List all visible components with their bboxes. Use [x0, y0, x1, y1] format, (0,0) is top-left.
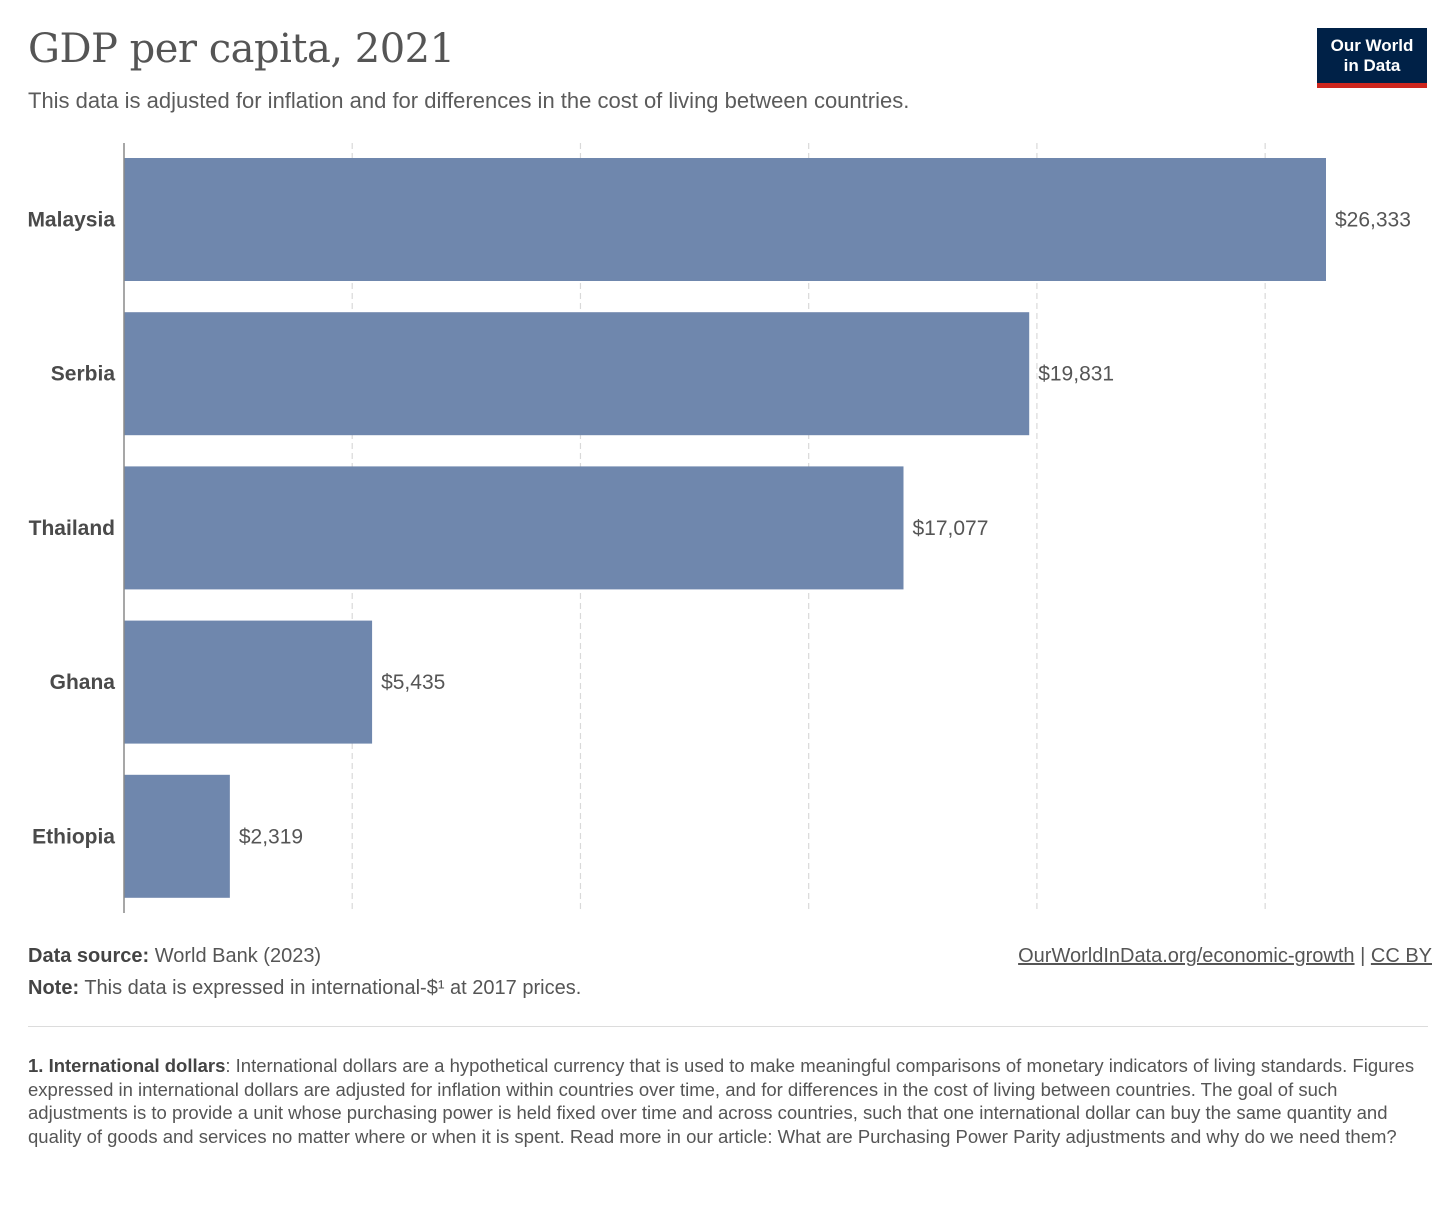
labels: Malaysia $26,333 Serbia $19,831 Thailand $17,… [27, 209, 1410, 849]
value-label-ethiopia: $2,319 [239, 825, 303, 848]
value-label-malaysia: $26,333 [1335, 209, 1411, 232]
value-label-ghana: $5,435 [381, 671, 445, 694]
divider [28, 1026, 1428, 1027]
bar-malaysia[interactable] [124, 158, 1326, 281]
footer-right: OurWorldInData.org/economic-growth | CC … [1018, 940, 1432, 972]
bar-ghana[interactable] [124, 620, 373, 744]
logo-line-1: Our World [1330, 35, 1414, 55]
category-label-ghana: Ghana [50, 671, 116, 694]
chart-subtitle: This data is adjusted for inflation and … [28, 88, 910, 113]
value-label-serbia: $19,831 [1038, 363, 1114, 386]
category-label-ethiopia: Ethiopia [32, 825, 115, 848]
category-label-thailand: Thailand [29, 517, 115, 540]
bar-chart: Malaysia $26,333 Serbia $19,831 Thailand $17,… [27, 143, 1411, 913]
owid-logo[interactable]: Our World in Data [1317, 28, 1427, 88]
source-text: World Bank (2023) [154, 945, 322, 967]
bar-ethiopia[interactable] [124, 774, 230, 898]
footnote: 1. International dollars: International … [28, 1054, 1428, 1148]
chart-title: GDP per capita, 2021 [28, 26, 455, 72]
footer-left: Data source: World Bank (2023) Note: Thi… [28, 940, 581, 1004]
value-label-thailand: $17,077 [912, 517, 988, 540]
license-link[interactable]: CC BY [1370, 945, 1432, 967]
note-label: Note: [28, 977, 80, 999]
source-line: Data source: World Bank (2023) [28, 940, 581, 972]
bars [124, 158, 1326, 898]
note-text: This data is expressed in international-… [84, 977, 582, 999]
bar-serbia[interactable] [124, 312, 1030, 436]
source-url-link[interactable]: OurWorldInData.org/economic-growth [1018, 945, 1355, 967]
separator: | [1360, 945, 1366, 967]
footnote-label: 1. International dollars [28, 1055, 226, 1076]
footnote-text: : International dollars are a hypothetic… [28, 1055, 1415, 1147]
source-label: Data source: [28, 945, 150, 967]
category-label-malaysia: Malaysia [27, 209, 115, 232]
logo-line-2: in Data [1343, 55, 1401, 75]
note-line: Note: This data is expressed in internat… [28, 972, 581, 1004]
category-label-serbia: Serbia [51, 363, 116, 386]
bar-thailand[interactable] [124, 466, 904, 590]
